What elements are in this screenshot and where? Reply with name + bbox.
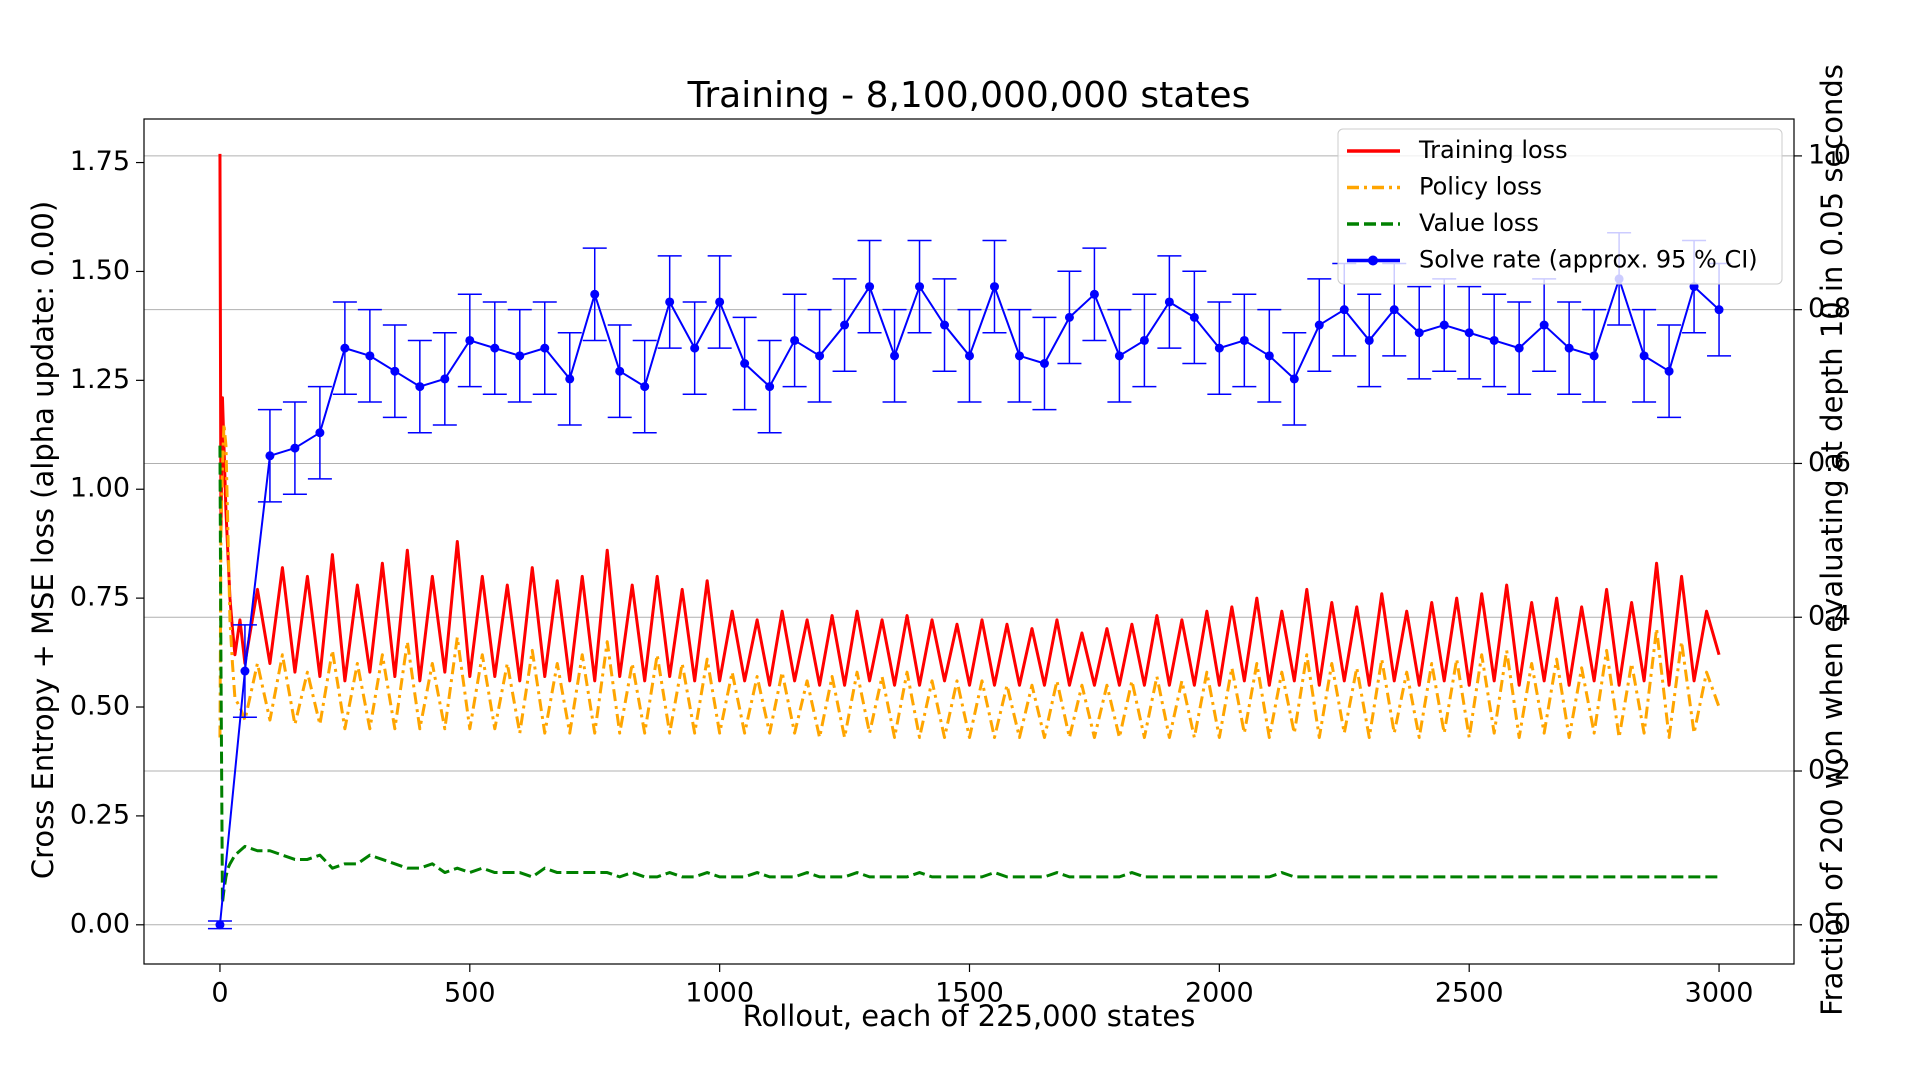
chart-title: Training - 8,100,000,000 states — [687, 75, 1251, 116]
point — [1639, 351, 1649, 361]
point — [1039, 359, 1049, 369]
point — [1114, 351, 1124, 361]
y2-tick-label: 1.0 — [1808, 139, 1851, 170]
x-tick-label: 1500 — [935, 978, 1004, 1009]
point — [1589, 351, 1599, 361]
y2-tick-label: 0.8 — [1808, 293, 1851, 324]
point — [340, 343, 350, 353]
y-tick-label: 0.25 — [70, 799, 130, 830]
y-tick-label: 1.75 — [70, 146, 130, 177]
point — [1289, 374, 1299, 384]
point — [1564, 343, 1574, 353]
point — [615, 366, 625, 376]
point — [840, 320, 850, 330]
point — [1664, 366, 1674, 376]
point — [1189, 312, 1199, 322]
x-axis-label: Rollout, each of 225,000 states — [743, 999, 1196, 1033]
series-line — [218, 422, 1721, 740]
y2-tick-label: 0.0 — [1808, 908, 1851, 939]
point — [815, 351, 825, 361]
point — [1364, 335, 1374, 345]
y-axis-label: Cross Entropy + MSE loss (alpha update: … — [26, 201, 60, 879]
legend-box — [1337, 128, 1783, 285]
point — [1514, 343, 1524, 353]
legend-marker — [1368, 255, 1378, 266]
point — [1239, 335, 1249, 345]
point — [215, 920, 225, 930]
series-line — [218, 445, 1720, 905]
point — [1414, 328, 1424, 338]
point — [1539, 320, 1549, 330]
point — [1439, 320, 1449, 330]
point — [1464, 328, 1474, 338]
point — [715, 297, 725, 307]
x-tick-label: 500 — [444, 978, 496, 1009]
point — [290, 443, 300, 453]
series-line — [218, 153, 1721, 687]
point — [1139, 335, 1149, 345]
point — [790, 335, 800, 345]
point — [490, 343, 500, 353]
point — [1214, 343, 1224, 353]
point — [1089, 289, 1099, 299]
x-tick-label: 1000 — [685, 978, 754, 1009]
x-tick-label: 2500 — [1435, 978, 1504, 1009]
legend-label: Policy loss — [1419, 173, 1542, 201]
x-tick-label: 3000 — [1685, 978, 1754, 1009]
point — [989, 282, 999, 292]
x-tick-label: 2000 — [1185, 978, 1254, 1009]
point — [515, 351, 525, 361]
point — [565, 374, 575, 384]
point — [1389, 305, 1399, 315]
y2-tick-label: 0.4 — [1808, 601, 1851, 632]
point — [915, 282, 925, 292]
x-tick-label: 0 — [211, 978, 228, 1009]
point — [1064, 312, 1074, 322]
y-tick-label: 0.50 — [70, 691, 130, 722]
point — [315, 428, 325, 438]
point — [465, 335, 475, 345]
point — [890, 351, 900, 361]
point — [590, 289, 600, 299]
point — [1014, 351, 1024, 361]
y2-axis-label: Fraction of 200 won when evaluating at d… — [1815, 64, 1849, 1016]
point — [964, 351, 974, 361]
point — [640, 382, 650, 392]
point — [690, 343, 700, 353]
point — [390, 366, 400, 376]
point — [1339, 305, 1349, 315]
point — [415, 382, 425, 392]
point — [540, 343, 550, 353]
point — [440, 374, 450, 384]
point — [740, 359, 750, 369]
point — [940, 320, 950, 330]
point — [765, 382, 775, 392]
point — [1489, 335, 1499, 345]
point — [1314, 320, 1324, 330]
y-tick-label: 1.00 — [70, 473, 130, 504]
point — [240, 666, 250, 676]
y2-tick-label: 0.6 — [1808, 447, 1851, 478]
point — [865, 282, 875, 292]
point — [665, 297, 675, 307]
y-tick-label: 1.25 — [70, 364, 130, 395]
point — [265, 451, 275, 461]
legend-label: Training loss — [1418, 136, 1568, 164]
point — [1164, 297, 1174, 307]
plot-frame — [143, 118, 1795, 965]
point — [1264, 351, 1274, 361]
y2-tick-label: 0.2 — [1808, 755, 1851, 786]
legend-label: Solve rate (approx. 95 % CI) — [1419, 246, 1758, 274]
legend-label: Value loss — [1419, 209, 1539, 237]
y-tick-label: 0.00 — [70, 908, 130, 939]
point — [365, 351, 375, 361]
point — [1714, 305, 1724, 315]
y-tick-label: 0.75 — [70, 582, 130, 613]
y-tick-label: 1.50 — [70, 255, 130, 286]
